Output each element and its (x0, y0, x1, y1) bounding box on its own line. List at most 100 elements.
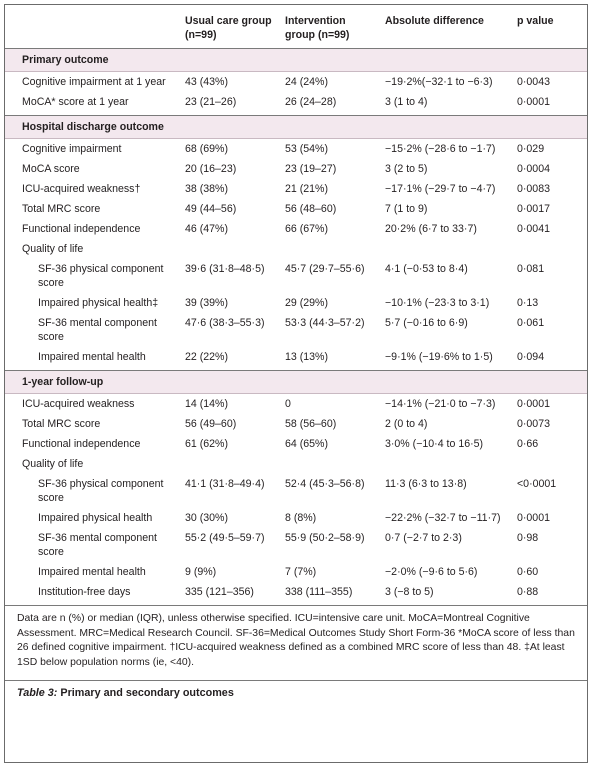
row-label: Functional independence (22, 438, 141, 450)
data-cell: 13 (13%) (285, 351, 328, 363)
data-cell: 56 (49–60) (185, 418, 237, 430)
empty-cell (281, 239, 381, 259)
data-row: SF-36 mental component score 55·2 (49·5–5… (5, 528, 587, 562)
data-cell: 53·3 (44·3–57·2) (285, 317, 365, 329)
row-label: Impaired mental health (38, 351, 146, 363)
data-row: Impaired physical health 30 (30%) 8 (8%) −2… (5, 508, 587, 528)
header-cell (5, 5, 181, 49)
empty-cell (381, 239, 513, 259)
group-label: Quality of life (22, 243, 84, 255)
data-cell: 46 (47%) (185, 223, 228, 235)
caption: Table 3: Primary and secondary outcomes (5, 680, 587, 705)
section-row: Primary outcome (5, 48, 587, 72)
data-cell: 0·0001 (517, 96, 550, 108)
row-label: SF-36 physical component score (38, 263, 164, 289)
data-cell: −10·1% (−23·3 to 3·1) (385, 297, 490, 309)
group-row: Quality of life (5, 239, 587, 259)
row-label: ICU-acquired weakness† (22, 183, 141, 195)
data-row: MoCA* score at 1 year 23 (21–26) 26 (24–28… (5, 92, 587, 116)
data-row: MoCA score 20 (16–23) 23 (19–27) 3 (2 to 5)… (5, 159, 587, 179)
data-cell: 0·60 (517, 566, 539, 578)
section-title: Primary outcome (5, 48, 587, 72)
data-cell: 21 (21%) (285, 183, 328, 195)
data-cell: 38 (38%) (185, 183, 228, 195)
header-cell: Intervention group (n=99) (285, 15, 350, 41)
data-cell: <0·0001 (517, 478, 557, 490)
section-row: 1-year follow-up (5, 370, 587, 394)
data-cell: 0 (285, 398, 291, 410)
caption-text: Primary and secondary outcomes (60, 687, 234, 699)
data-cell: −19·2%(−32·1 to −6·3) (385, 76, 493, 88)
data-row: SF-36 physical component score 39·6 (31·8… (5, 259, 587, 293)
header-row: Usual care group (n=99) Intervention grou… (5, 5, 587, 49)
data-cell: 61 (62%) (185, 438, 228, 450)
data-cell: −14·1% (−21·0 to −7·3) (385, 398, 496, 410)
data-cell: 55·9 (50·2–58·9) (285, 532, 365, 544)
footnote: Data are n (%) or median (IQR), unless o… (5, 605, 587, 676)
data-row: Impaired mental health 9 (9%) 7 (7%) −2·0% … (5, 562, 587, 582)
empty-cell (181, 239, 281, 259)
header-cell: Absolute difference (385, 15, 484, 27)
data-cell: 41·1 (31·8–49·4) (185, 478, 265, 490)
data-cell: −22·2% (−32·7 to −11·7) (385, 512, 501, 524)
data-cell: 0·0017 (517, 203, 550, 215)
data-cell: 47·6 (38·3–55·3) (185, 317, 265, 329)
data-cell: 14 (14%) (185, 398, 228, 410)
data-cell: 7 (1 to 9) (385, 203, 428, 215)
data-cell: 22 (22%) (185, 351, 228, 363)
data-cell: 53 (54%) (285, 143, 328, 155)
data-cell: 0·0083 (517, 183, 550, 195)
data-row: ICU-acquired weakness 14 (14%) 0 −14·1% (−2… (5, 394, 587, 415)
data-cell: 29 (29%) (285, 297, 328, 309)
row-label: MoCA* score at 1 year (22, 96, 129, 108)
data-cell: 338 (111–355) (285, 586, 353, 598)
group-row: Quality of life (5, 454, 587, 474)
outcomes-table: Usual care group (n=99) Intervention grou… (5, 5, 587, 605)
data-cell: 8 (8%) (285, 512, 317, 524)
data-cell: 23 (19–27) (285, 163, 337, 175)
data-cell: 45·7 (29·7–55·6) (285, 263, 365, 275)
data-cell: 0·7 (−2·7 to 2·3) (385, 532, 462, 544)
data-row: SF-36 mental component score 47·6 (38·3–5… (5, 313, 587, 347)
row-label: SF-36 mental component score (38, 532, 157, 558)
data-cell: −9·1% (−19·6% to 1·5) (385, 351, 493, 363)
data-cell: 0·98 (517, 532, 539, 544)
data-row: Functional independence 61 (62%) 64 (65%) 3… (5, 434, 587, 454)
data-cell: 11·3 (6·3 to 13·8) (385, 478, 467, 490)
row-label: MoCA score (22, 163, 80, 175)
table-body: Usual care group (n=99) Intervention grou… (5, 5, 587, 605)
row-label: ICU-acquired weakness (22, 398, 135, 410)
data-cell: 43 (43%) (185, 76, 228, 88)
data-cell: 55·2 (49·5–59·7) (185, 532, 265, 544)
data-cell: 5·7 (−0·16 to 6·9) (385, 317, 468, 329)
data-cell: −17·1% (−29·7 to −4·7) (385, 183, 496, 195)
data-cell: 0·029 (517, 143, 545, 155)
data-cell: 64 (65%) (285, 438, 328, 450)
row-label: Impaired mental health (38, 566, 146, 578)
data-cell: 9 (9%) (185, 566, 217, 578)
data-cell: 0·0041 (517, 223, 550, 235)
data-row: Total MRC score 49 (44–56) 56 (48–60) 7 (1 … (5, 199, 587, 219)
data-cell: 58 (56–60) (285, 418, 337, 430)
data-row: SF-36 physical component score 41·1 (31·8… (5, 474, 587, 508)
group-label: Quality of life (22, 458, 84, 470)
data-cell: 23 (21–26) (185, 96, 237, 108)
data-cell: 20 (16–23) (185, 163, 237, 175)
data-cell: 56 (48–60) (285, 203, 337, 215)
caption-label: Table 3: (17, 687, 58, 699)
empty-cell (513, 454, 587, 474)
data-cell: 49 (44–56) (185, 203, 237, 215)
empty-cell (181, 454, 281, 474)
data-cell: 7 (7%) (285, 566, 317, 578)
row-label: Functional independence (22, 223, 141, 235)
row-label: Cognitive impairment (22, 143, 122, 155)
data-row: ICU-acquired weakness† 38 (38%) 21 (21%) −1… (5, 179, 587, 199)
data-cell: 335 (121–356) (185, 586, 254, 598)
row-label: Impaired physical health (38, 512, 153, 524)
header-cell: Usual care group (n=99) (185, 15, 272, 41)
row-label: Total MRC score (22, 418, 101, 430)
row-label: SF-36 physical component score (38, 478, 164, 504)
data-cell: 20·2% (6·7 to 33·7) (385, 223, 477, 235)
header-cell: p value (517, 15, 554, 27)
data-cell: 0·0073 (517, 418, 550, 430)
